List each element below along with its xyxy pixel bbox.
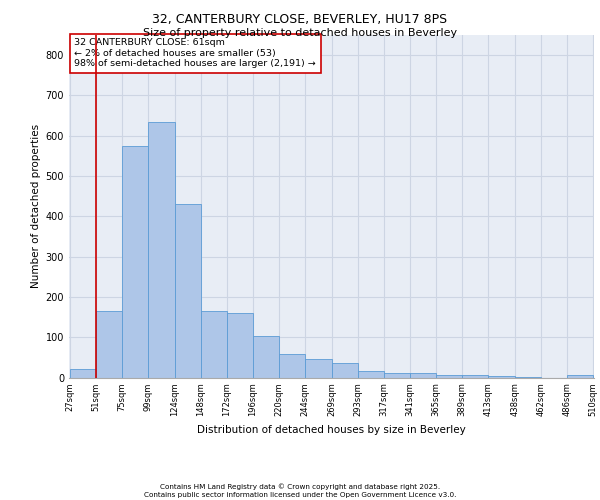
Bar: [462, 376, 488, 378]
Bar: [305, 358, 332, 378]
Bar: [122, 146, 148, 378]
Text: Size of property relative to detached houses in Beverley: Size of property relative to detached ho…: [143, 28, 457, 38]
Bar: [148, 122, 175, 378]
Bar: [410, 374, 436, 378]
Bar: [70, 370, 96, 378]
Bar: [384, 372, 410, 378]
Y-axis label: Number of detached properties: Number of detached properties: [31, 124, 41, 288]
X-axis label: Distribution of detached houses by size in Beverley: Distribution of detached houses by size …: [197, 424, 466, 434]
Text: 32, CANTERBURY CLOSE, BEVERLEY, HU17 8PS: 32, CANTERBURY CLOSE, BEVERLEY, HU17 8PS: [152, 12, 448, 26]
Bar: [436, 374, 462, 378]
Bar: [253, 336, 279, 378]
Text: 32 CANTERBURY CLOSE: 61sqm
← 2% of detached houses are smaller (53)
98% of semi-: 32 CANTERBURY CLOSE: 61sqm ← 2% of detac…: [74, 38, 316, 68]
Bar: [175, 204, 201, 378]
Bar: [279, 354, 305, 378]
Bar: [227, 313, 253, 378]
Bar: [201, 311, 227, 378]
Bar: [358, 372, 384, 378]
Bar: [488, 376, 515, 378]
Bar: [96, 311, 122, 378]
Bar: [332, 364, 358, 378]
Bar: [567, 376, 593, 378]
Text: Contains HM Land Registry data © Crown copyright and database right 2025.
Contai: Contains HM Land Registry data © Crown c…: [144, 484, 456, 498]
